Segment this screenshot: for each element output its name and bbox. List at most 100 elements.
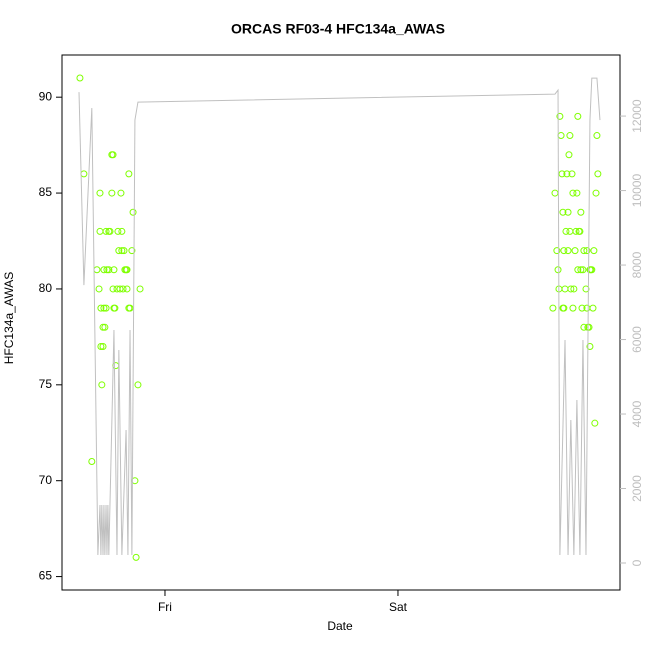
data-point [549,304,557,312]
line-series [78,77,601,556]
data-point [136,285,144,293]
data-point [563,170,571,178]
data-point [117,189,125,197]
y-axis-label: HFC134a_AWAS [2,272,16,364]
data-point [101,323,109,331]
data-point [577,266,585,274]
y2-tick-label: 2000 [630,475,644,502]
data-point [560,304,568,312]
y-tick-label: 70 [39,473,53,487]
data-point [120,247,128,255]
x-tick-label: Sat [389,600,408,614]
data-point [100,266,108,274]
data-point [118,227,126,235]
data-point [560,247,568,255]
chart-title: ORCAS RF03-4 HFC134a_AWAS [231,21,445,37]
data-point [558,170,566,178]
data-point [106,227,114,235]
data-point [562,227,570,235]
data-point [564,208,572,216]
data-point [123,266,131,274]
data-point [565,151,573,159]
y-tick-label: 80 [39,281,53,295]
y2-tick-label: 6000 [630,326,644,353]
data-point [570,285,578,293]
data-point [578,304,586,312]
data-point [590,247,598,255]
data-point [569,304,577,312]
data-point [585,323,593,331]
data-point [559,208,567,216]
y2-tick-label: 0 [630,559,644,566]
data-point [109,151,117,159]
data-point [119,285,127,293]
data-point [128,247,136,255]
x-tick-label: Fri [158,600,172,614]
data-point [99,342,107,350]
data-point [118,247,126,255]
data-point [134,381,142,389]
data-point [579,266,587,274]
data-point [132,553,140,561]
y2-tick-label: 4000 [630,400,644,427]
data-point [110,266,118,274]
data-point [99,323,107,331]
y-tick-label: 75 [39,377,53,391]
data-point [574,266,582,274]
data-point [583,247,591,255]
data-point [556,112,564,120]
data-point [103,266,111,274]
data-point [574,112,582,120]
data-point [593,132,601,140]
data-point [125,170,133,178]
data-point [111,304,119,312]
data-point [580,323,588,331]
data-point [123,285,131,293]
data-point [586,342,594,350]
data-point [126,304,134,312]
data-point [576,227,584,235]
data-point [109,285,117,293]
data-point [568,170,576,178]
data-point [76,74,84,82]
data-point [88,458,96,466]
data-point [594,170,602,178]
data-point [554,266,562,274]
y-tick-label: 85 [39,185,53,199]
data-point [564,247,572,255]
data-point [582,285,590,293]
data-point [102,304,110,312]
y2-tick-label: 8000 [630,251,644,278]
data-point [592,189,600,197]
plot-frame [61,54,621,591]
data-point [569,189,577,197]
data-point [100,304,108,312]
data-point [591,419,599,427]
data-point [116,285,124,293]
data-point [114,227,122,235]
data-point [580,247,588,255]
data-point [96,189,104,197]
data-point [97,342,105,350]
data-point [129,208,137,216]
data-point [567,285,575,293]
y-tick-label: 90 [39,89,53,103]
data-point [108,189,116,197]
y2-tick-label: 12000 [630,99,644,133]
data-point [566,132,574,140]
data-point [98,381,106,389]
data-point [97,304,105,312]
data-point [115,247,123,255]
data-point [95,285,103,293]
data-point [571,247,579,255]
data-point [105,266,113,274]
x-axis-label: Date [327,619,353,633]
y2-tick-label: 10000 [630,174,644,208]
data-point [589,304,597,312]
data-point [102,227,110,235]
data-point [573,189,581,197]
y-tick-label: 65 [39,569,53,583]
data-point [577,208,585,216]
data-point [553,247,561,255]
